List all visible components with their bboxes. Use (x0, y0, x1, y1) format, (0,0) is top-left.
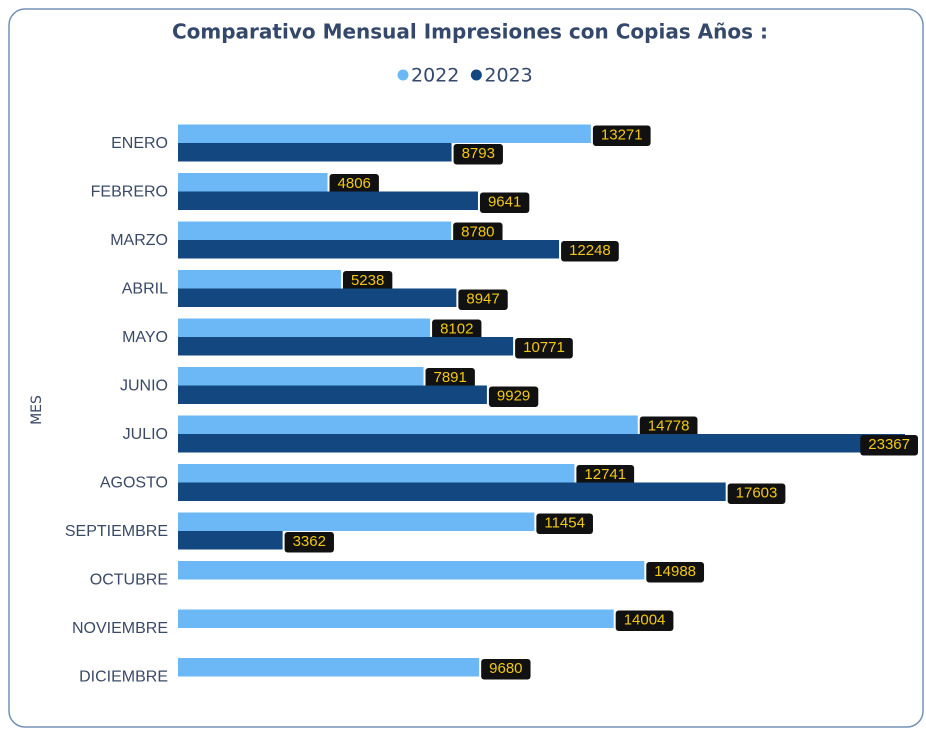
value-label-box (860, 435, 918, 456)
bar (178, 288, 457, 307)
bar (178, 464, 575, 483)
value-label-box (561, 241, 619, 262)
value-label-box (639, 416, 698, 437)
value-label: 13271 (601, 127, 643, 144)
y-tick-label: ENERO (111, 135, 168, 152)
value-label-box (458, 289, 508, 310)
bar (178, 337, 514, 356)
y-tick-label: OCTUBRE (90, 572, 168, 589)
value-label-box (576, 465, 635, 486)
chart-title: Comparativo Mensual Impresiones con Copi… (172, 20, 768, 44)
y-tick-label: DICIEMBRE (79, 669, 168, 686)
y-tick-label: MARZO (110, 232, 168, 249)
value-label-box (515, 338, 573, 359)
value-label: 12741 (584, 466, 626, 483)
y-tick-label: SEPTIEMBRE (65, 523, 168, 540)
value-label-box (453, 144, 503, 165)
legend-marker (397, 69, 409, 81)
bar (178, 415, 638, 434)
value-label: 12248 (569, 242, 611, 259)
value-label: 8793 (462, 145, 495, 162)
y-tick-label: FEBRERO (91, 184, 168, 201)
value-label: 11454 (544, 515, 585, 532)
value-label: 14988 (654, 563, 696, 580)
value-label: 14004 (624, 612, 666, 629)
value-label: 14778 (648, 418, 690, 435)
y-axis-title: MES (29, 395, 45, 425)
bar (178, 482, 726, 501)
bar (178, 531, 283, 550)
y-tick-label: MAYO (122, 329, 168, 346)
value-label-box (615, 610, 674, 631)
bar (178, 609, 614, 628)
value-label: 9680 (489, 660, 522, 677)
bar (178, 434, 905, 453)
bar (178, 658, 480, 677)
y-tick-label: ABRIL (122, 281, 168, 298)
bar (178, 270, 341, 289)
value-label: 9641 (488, 194, 521, 211)
value-label-box (727, 483, 786, 504)
value-label-box (342, 271, 393, 292)
bar (178, 367, 424, 386)
value-label: 8780 (461, 224, 494, 241)
y-tick-label: NOVIEMBRE (72, 620, 168, 637)
value-label-box (481, 659, 531, 680)
value-label: 8102 (440, 321, 473, 338)
bar (178, 221, 452, 240)
value-label-box (425, 368, 475, 389)
value-label: 7891 (434, 369, 467, 386)
legend-marker (470, 69, 482, 81)
value-label: 9929 (497, 388, 530, 405)
value-label: 3362 (293, 533, 326, 550)
value-label: 17603 (736, 485, 778, 502)
bar (178, 561, 645, 580)
value-label: 4806 (338, 175, 371, 192)
value-label-box (479, 192, 530, 213)
bar (178, 173, 328, 192)
y-tick-label: JULIO (123, 426, 168, 443)
value-label: 8947 (466, 291, 499, 308)
bar (178, 143, 452, 162)
legend-label: 2023 (484, 65, 532, 87)
value-label-box (329, 174, 379, 195)
bar (178, 240, 560, 259)
y-tick-label: AGOSTO (100, 475, 168, 492)
bar (178, 385, 487, 404)
value-label-box (488, 386, 539, 407)
value-label: 5238 (351, 272, 384, 289)
value-label-box (432, 319, 482, 340)
bar (178, 191, 478, 210)
legend-label: 2022 (411, 65, 459, 87)
value-label: 23367 (868, 436, 910, 453)
value-label-box (536, 513, 593, 534)
bar (178, 124, 591, 143)
y-tick-label: JUNIO (120, 378, 168, 395)
bar (178, 512, 535, 531)
value-label-box (284, 532, 334, 553)
value-label-box (592, 125, 651, 146)
value-label: 10771 (523, 339, 565, 356)
value-label-box (453, 222, 503, 243)
bar (178, 318, 431, 337)
value-label-box (646, 562, 705, 583)
